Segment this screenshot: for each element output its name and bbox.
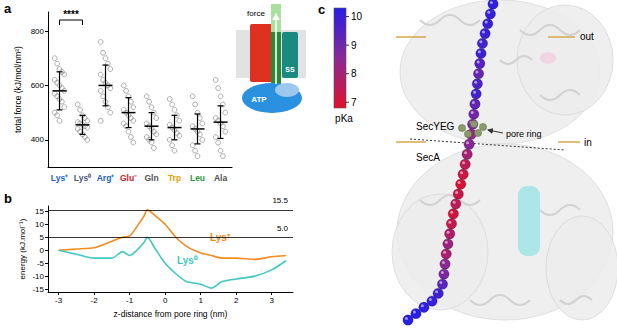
- svg-text:15.5: 15.5: [272, 196, 288, 205]
- svg-text:8: 8: [351, 68, 357, 79]
- svg-text:Arg⁺: Arg⁺: [97, 173, 115, 183]
- svg-text:in: in: [584, 137, 592, 148]
- svg-text:400: 400: [31, 135, 45, 144]
- svg-text:Trp: Trp: [168, 173, 181, 183]
- svg-text:-2: -2: [91, 296, 99, 305]
- svg-text:out: out: [580, 31, 594, 42]
- svg-text:-5: -5: [37, 259, 45, 268]
- svg-text:-1: -1: [126, 296, 134, 305]
- svg-text:force: force: [247, 9, 265, 18]
- svg-text:Glu⁻: Glu⁻: [120, 173, 137, 183]
- svg-text:-3: -3: [55, 296, 63, 305]
- svg-text:SecYEG: SecYEG: [416, 121, 455, 132]
- svg-text:z-distance from pore ring (nm): z-distance from pore ring (nm): [114, 309, 228, 319]
- svg-text:b: b: [4, 191, 12, 206]
- svg-text:total force (kJ/mol/nm²): total force (kJ/mol/nm²): [13, 46, 23, 133]
- svg-text:5: 5: [40, 233, 45, 242]
- svg-text:600: 600: [31, 81, 45, 90]
- svg-text:c: c: [318, 2, 325, 17]
- svg-text:SecA: SecA: [416, 152, 440, 163]
- svg-text:-10: -10: [32, 272, 44, 281]
- svg-text:pKa: pKa: [335, 113, 353, 124]
- svg-text:7: 7: [351, 97, 357, 108]
- svg-text:10: 10: [35, 220, 44, 229]
- svg-text:10: 10: [351, 11, 363, 22]
- svg-text:Lys⁰: Lys⁰: [74, 173, 91, 183]
- svg-text:0: 0: [40, 246, 45, 255]
- svg-text:Lys⁺: Lys⁺: [51, 173, 68, 183]
- svg-text:Lys⁺: Lys⁺: [210, 232, 231, 243]
- svg-text:ATP: ATP: [251, 95, 267, 104]
- svg-text:Ala: Ala: [214, 173, 228, 183]
- svg-text:pore ring: pore ring: [506, 129, 542, 139]
- svg-text:Leu: Leu: [190, 173, 205, 183]
- svg-text:Lys⁰: Lys⁰: [177, 255, 198, 266]
- svg-text:0: 0: [163, 296, 168, 305]
- svg-text:15: 15: [35, 207, 44, 216]
- svg-text:3: 3: [269, 296, 274, 305]
- svg-text:5.0: 5.0: [277, 224, 289, 233]
- svg-text:9: 9: [351, 40, 357, 51]
- svg-text:-15: -15: [32, 285, 44, 294]
- svg-text:2: 2: [234, 296, 239, 305]
- svg-text:a: a: [4, 1, 12, 16]
- svg-text:SS: SS: [285, 66, 295, 73]
- svg-text:1: 1: [198, 296, 203, 305]
- svg-text:energy (kJ.mol⁻¹): energy (kJ.mol⁻¹): [18, 218, 27, 279]
- svg-text:Gln: Gln: [144, 173, 158, 183]
- svg-text:****: ****: [63, 9, 79, 20]
- svg-text:800: 800: [31, 27, 45, 36]
